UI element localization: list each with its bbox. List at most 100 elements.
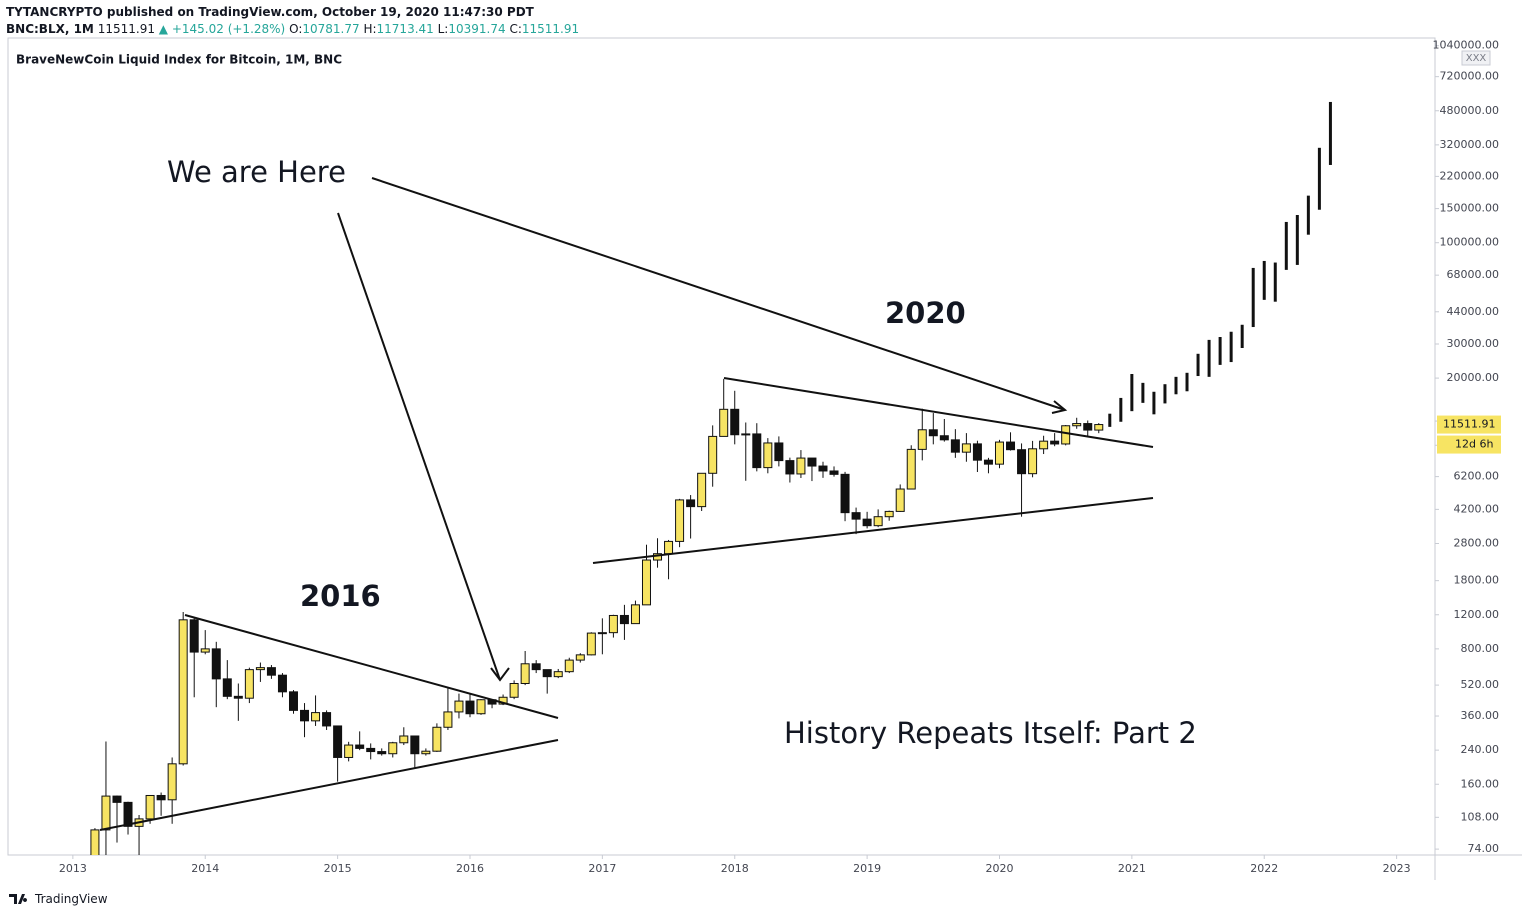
candle-body — [322, 712, 332, 727]
candle-body — [939, 435, 949, 441]
logo — [9, 894, 28, 904]
candle-body — [520, 663, 530, 685]
candle-body — [895, 488, 905, 512]
y-tick-label: 160.00 — [1461, 777, 1500, 790]
candle-body — [123, 801, 133, 827]
candle-body — [586, 632, 596, 656]
x-tick-label: 2022 — [1250, 862, 1278, 875]
candle-body — [796, 457, 806, 475]
countdown-box — [1437, 435, 1501, 454]
candle-body — [355, 744, 365, 749]
x-tick-label: 2016 — [456, 862, 484, 875]
candle-body — [465, 700, 475, 715]
x-tick-label: 2013 — [59, 862, 87, 875]
annotation: 2020 — [885, 296, 966, 330]
candle-body — [686, 499, 696, 508]
last-price-box — [1437, 415, 1501, 434]
candle-body — [211, 648, 221, 680]
y-tick-label: 1200.00 — [1454, 608, 1500, 621]
footer: TradingView — [8, 892, 108, 906]
arrow — [337, 212, 501, 681]
y-tick-label: 800.00 — [1461, 642, 1500, 655]
quote-row: BNC:BLX, 1M 11511.91 ▲ +145.02 (+1.28%) … — [6, 21, 579, 38]
candle-body — [266, 667, 276, 676]
candle-body — [597, 632, 607, 635]
candle-body — [454, 700, 464, 713]
candle-body — [366, 747, 376, 753]
candle-body — [928, 429, 938, 437]
candle-body — [763, 442, 773, 469]
candle-body — [785, 460, 795, 475]
candle-body — [1017, 449, 1027, 475]
trend-line — [99, 739, 559, 831]
candle-body — [1039, 440, 1049, 450]
candle-body — [840, 473, 850, 514]
candle-body — [1072, 423, 1082, 427]
last-price-label: 11511.91 — [1443, 418, 1496, 431]
candle-body — [741, 433, 751, 436]
candle-body — [608, 614, 618, 634]
y-tick-label: 520.00 — [1461, 678, 1500, 691]
candle-body — [222, 678, 232, 697]
ohlc-label: H: — [363, 22, 377, 36]
candle-body — [1061, 425, 1071, 445]
candle-body — [619, 614, 629, 625]
brand: TradingView — [35, 892, 108, 906]
candle-body — [112, 795, 122, 803]
annotation: We are Here — [167, 155, 346, 189]
candle-body — [311, 712, 321, 722]
trend-line — [592, 497, 1154, 564]
y-tick-label: 2800.00 — [1454, 536, 1500, 549]
candle-body — [829, 470, 839, 475]
candle-body — [807, 457, 817, 467]
candle-body — [708, 435, 718, 474]
ohlc-value: 11511.91 — [521, 22, 580, 36]
candle-body — [277, 674, 287, 693]
ohlc-value: 10391.74 — [448, 22, 506, 36]
x-tick-label: 2015 — [324, 862, 352, 875]
candle-body — [851, 512, 861, 520]
y-tick-label: 108.00 — [1461, 810, 1500, 823]
header: TYTANCRYPTO published on TradingView.com… — [6, 4, 579, 38]
y-tick-label: 1800.00 — [1454, 574, 1500, 587]
candle-body — [244, 669, 254, 699]
x-tick-label: 2020 — [985, 862, 1013, 875]
y-tick-label: 220000.00 — [1440, 169, 1500, 182]
arrow-head — [490, 667, 510, 682]
candle-body — [476, 699, 486, 715]
candle-body — [443, 711, 453, 728]
candle-body — [421, 750, 431, 755]
scale-badge-box — [1461, 50, 1491, 66]
byline: TYTANCRYPTO published on TradingView.com… — [6, 5, 534, 19]
candle-body — [553, 671, 563, 678]
annotation: History Repeats Itself: Part 2 — [784, 716, 1197, 750]
candle-body — [156, 794, 166, 801]
candle-body — [730, 408, 740, 436]
candle-body — [333, 725, 343, 758]
y-tick-label: 240.00 — [1461, 743, 1500, 756]
candle-body — [255, 667, 265, 671]
x-tick-label: 2019 — [853, 862, 881, 875]
candle-body — [994, 441, 1004, 465]
ohlc-label: C: — [509, 22, 522, 36]
x-tick-label: 2023 — [1383, 862, 1411, 875]
countdown: 12d 6h — [1455, 438, 1493, 451]
ohlc: O:10781.77 H:11713.41 L:10391.74 C:11511… — [289, 22, 579, 36]
ohlc-value: 10781.77 — [302, 22, 360, 36]
candle-body — [167, 763, 177, 801]
y-tick-label: 6200.00 — [1454, 470, 1500, 483]
chart-title: BraveNewCoin Liquid Index for Bitcoin, 1… — [16, 53, 342, 67]
candle-body — [719, 408, 729, 437]
last-price: 11511.91 — [97, 22, 155, 36]
candle-body — [1083, 423, 1093, 431]
arrow-head — [1051, 400, 1068, 414]
candle-body — [950, 439, 960, 453]
candle-body — [774, 442, 784, 462]
candle-body — [1006, 441, 1016, 451]
candle-body — [410, 735, 420, 755]
y-tick-label: 360.00 — [1461, 709, 1500, 722]
scale-badge: XXX — [1466, 53, 1487, 64]
ohlc-label: O: — [289, 22, 303, 36]
